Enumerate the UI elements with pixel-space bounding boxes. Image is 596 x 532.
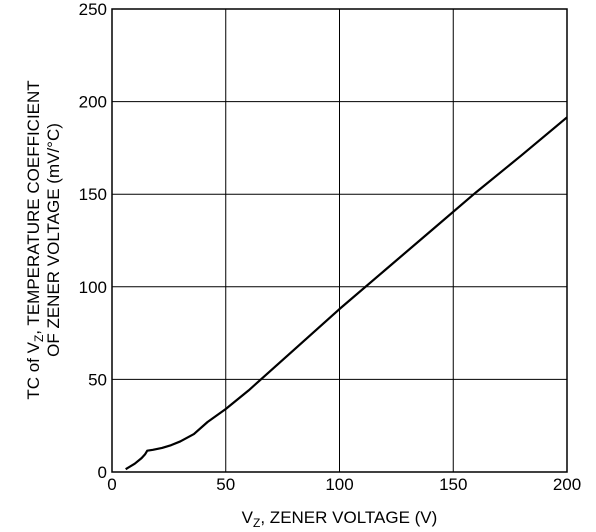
y-tick-label: 100 (79, 278, 107, 297)
y-axis-label-line1: TC of VZ, TEMPERATURE COEFFICIENT (24, 80, 46, 399)
y-tick-label: 150 (79, 185, 107, 204)
x-tick-label: 150 (439, 475, 467, 494)
x-axis-ticks: 0 50 100 150 200 (107, 475, 581, 494)
grid (112, 9, 567, 472)
x-tick-label: 200 (553, 475, 581, 494)
y-axis-label-line2: OF ZENER VOLTAGE (mV/°C) (44, 123, 63, 357)
x-axis-label: VZ, ZENER VOLTAGE (V) (242, 508, 438, 530)
y-tick-label: 200 (79, 93, 107, 112)
series-group (125, 116, 568, 471)
y-tick-label: 50 (88, 370, 107, 389)
y-tick-label: 250 (79, 0, 107, 19)
series-line (125, 116, 568, 471)
x-tick-label: 0 (107, 475, 116, 494)
y-axis-ticks: 0 50 100 150 200 250 (79, 0, 107, 482)
y-tick-label: 0 (98, 463, 107, 482)
x-tick-label: 50 (216, 475, 235, 494)
plot-frame (111, 8, 568, 473)
x-tick-label: 100 (325, 475, 353, 494)
